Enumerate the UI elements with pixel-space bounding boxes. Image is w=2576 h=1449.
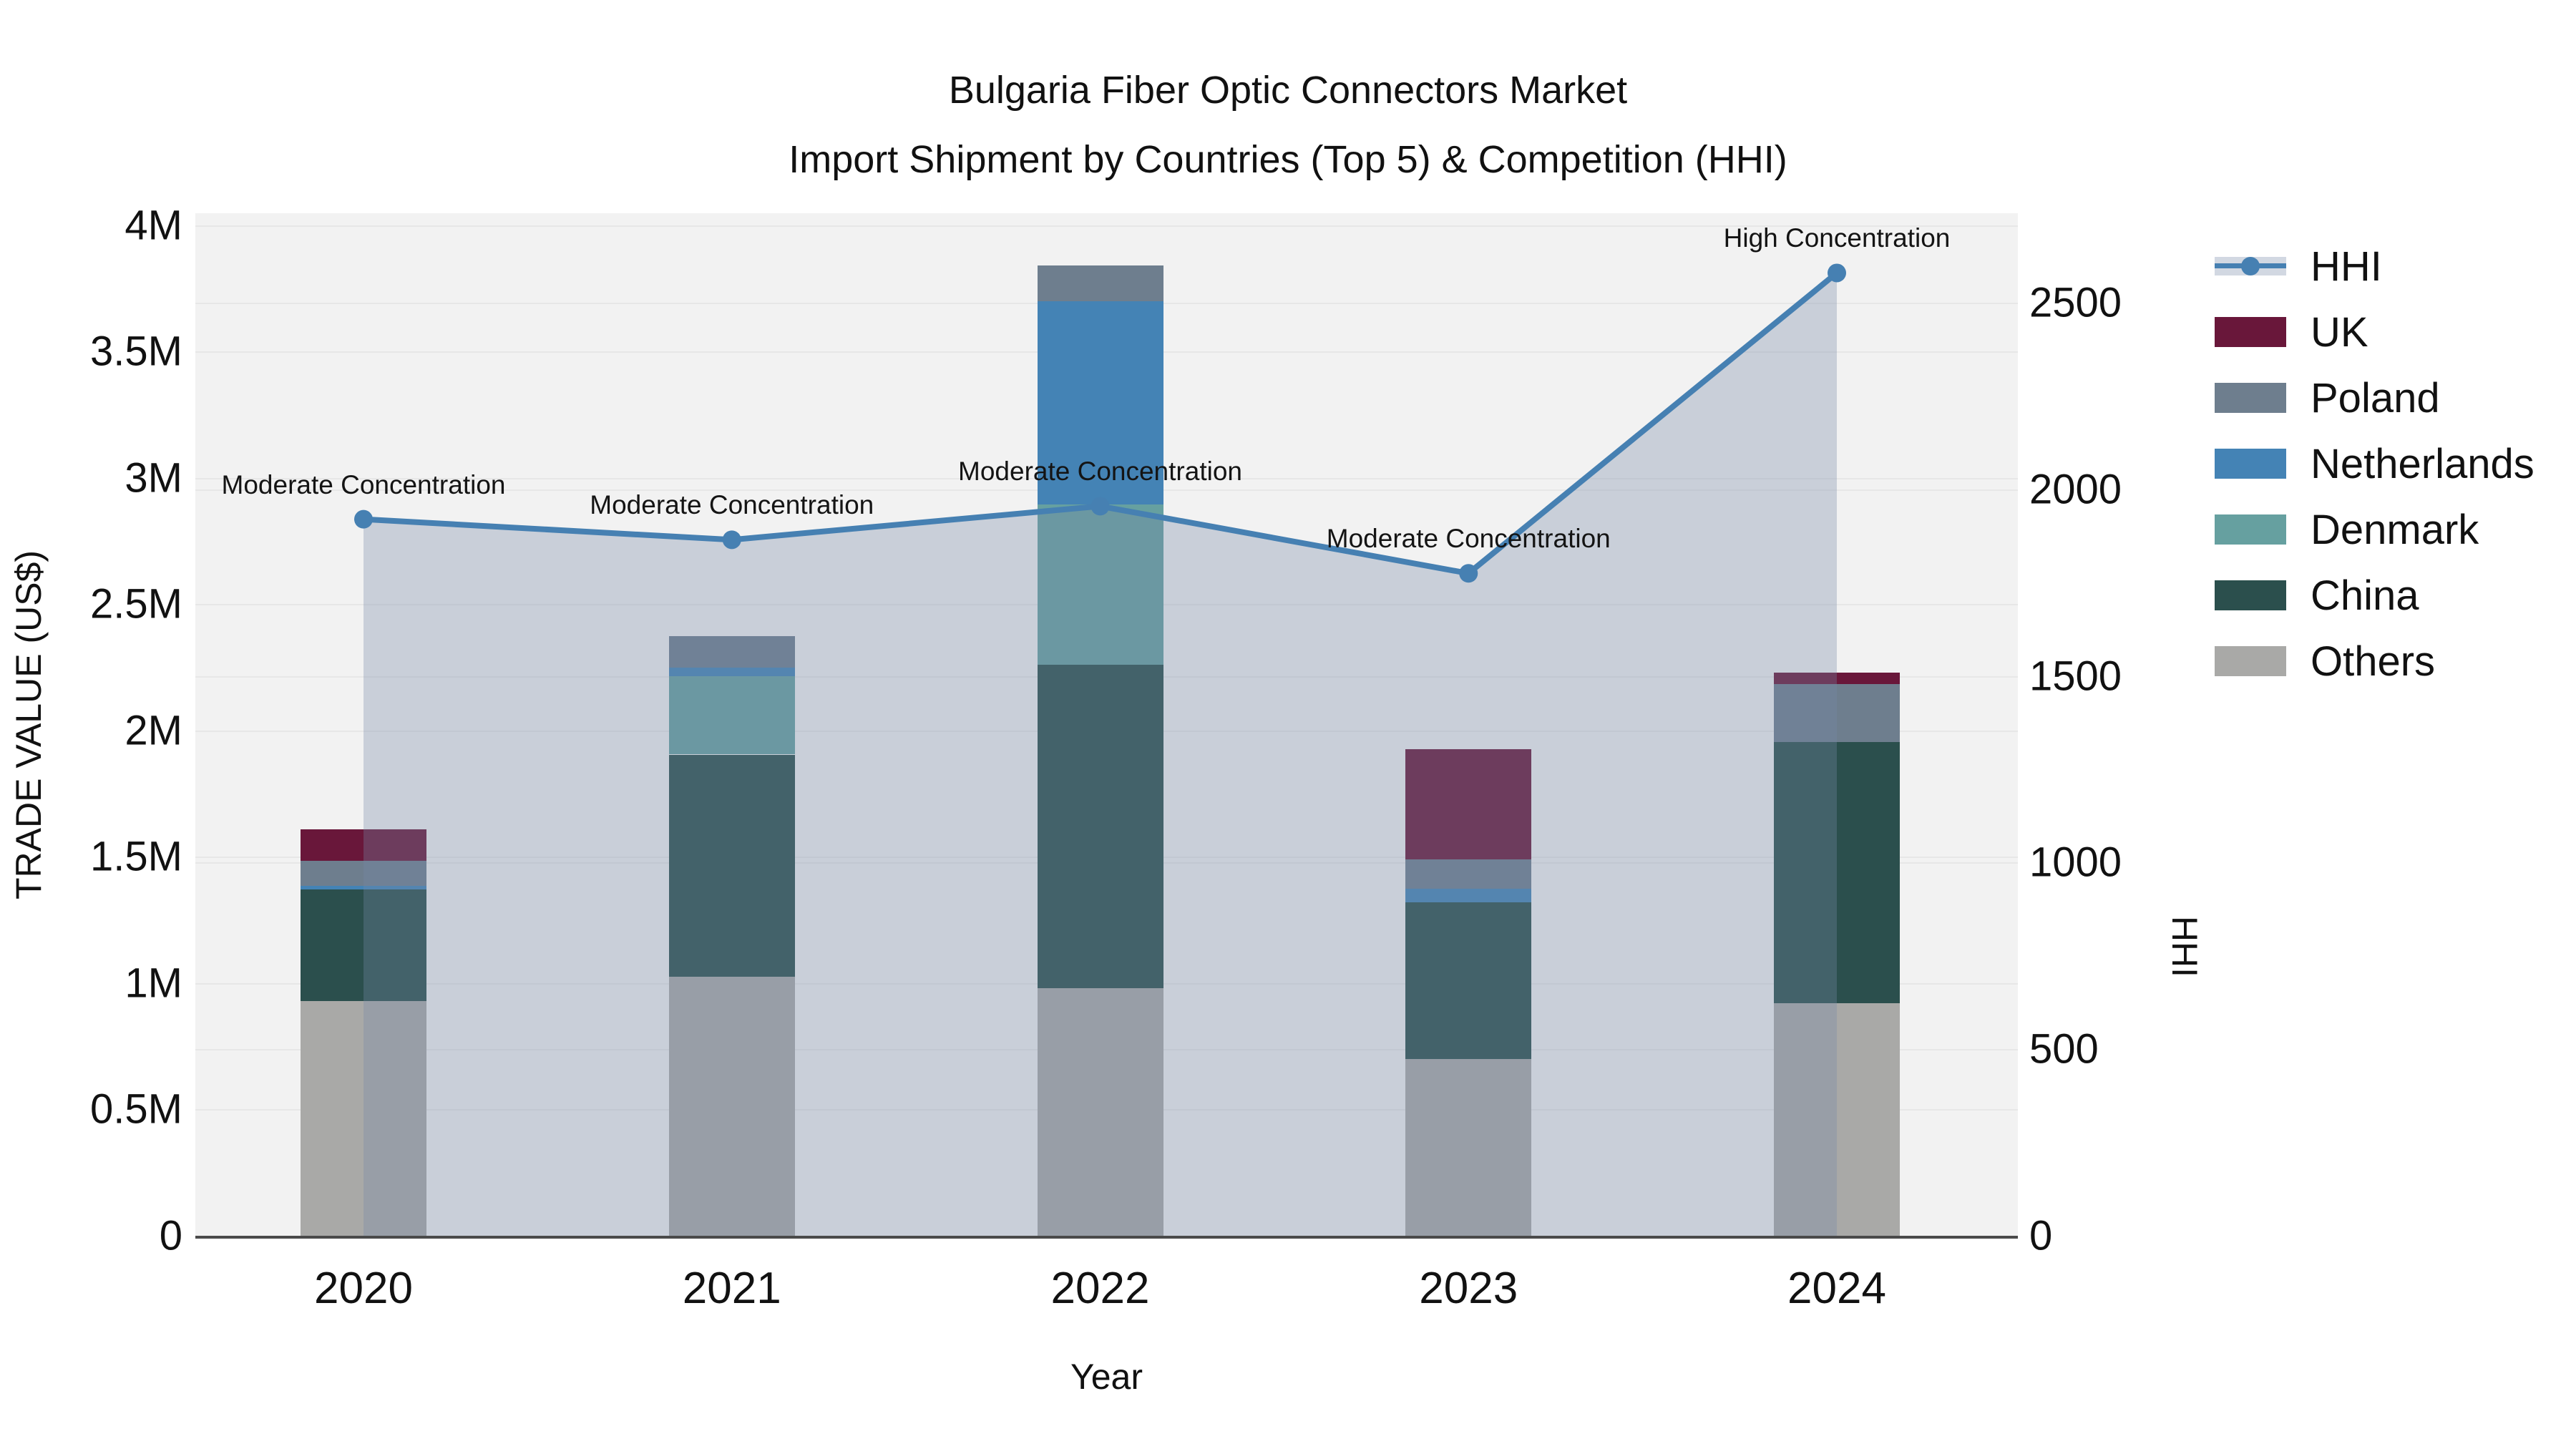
plot-area bbox=[195, 213, 2018, 1239]
x-tick-2020: 2020 bbox=[314, 1264, 413, 1313]
legend-label-poland: Poland bbox=[2311, 374, 2440, 421]
legend: HHI UK Poland Netherlands Denmark China Others bbox=[2215, 233, 2534, 694]
bar-segment-2021-others[interactable] bbox=[668, 977, 795, 1236]
y-left-tick-1.5M: 1.5M bbox=[90, 833, 182, 880]
y-right-tick-2000: 2000 bbox=[2029, 466, 2122, 513]
bar-segment-2022-china[interactable] bbox=[1037, 665, 1163, 989]
gridline bbox=[195, 225, 2018, 227]
y-right-tick-1500: 1500 bbox=[2029, 653, 2122, 700]
legend-label-hhi: HHI bbox=[2311, 243, 2382, 290]
bar-segment-2024-uk[interactable] bbox=[1774, 672, 1900, 684]
chart-title-line2: Import Shipment by Countries (Top 5) & C… bbox=[789, 138, 1787, 181]
bar-segment-2020-netherlands[interactable] bbox=[301, 886, 426, 890]
x-tick-2023: 2023 bbox=[1419, 1264, 1518, 1313]
y-left-tick-0: 0 bbox=[159, 1212, 182, 1259]
legend-swatch-uk bbox=[2215, 317, 2286, 347]
bar-segment-2023-netherlands[interactable] bbox=[1405, 888, 1532, 902]
bar-segment-2022-poland[interactable] bbox=[1037, 265, 1163, 301]
legend-item-others[interactable]: Others bbox=[2215, 628, 2534, 694]
annotation-2023: Moderate Concentration bbox=[1326, 524, 1611, 554]
legend-hhi-line-sample bbox=[2215, 251, 2286, 281]
y-right-tick-2500: 2500 bbox=[2029, 279, 2122, 326]
annotation-2020: Moderate Concentration bbox=[221, 469, 506, 499]
legend-swatch-netherlands bbox=[2215, 449, 2286, 479]
hhi-point-2021[interactable] bbox=[722, 530, 741, 550]
y-left-tick-2.5M: 2.5M bbox=[90, 580, 182, 628]
y-left-tick-0.5M: 0.5M bbox=[90, 1085, 182, 1133]
annotation-2024: High Concentration bbox=[1723, 223, 1951, 253]
bar-segment-2022-others[interactable] bbox=[1037, 988, 1163, 1236]
legend-swatch-china bbox=[2215, 580, 2286, 610]
left-axis-title: TRADE VALUE (US$) bbox=[9, 550, 49, 899]
legend-label-china: China bbox=[2311, 572, 2419, 619]
y-left-tick-3M: 3M bbox=[125, 454, 182, 502]
y-right-tick-500: 500 bbox=[2029, 1025, 2099, 1073]
bar-segment-2020-poland[interactable] bbox=[301, 860, 426, 887]
legend-item-netherlands[interactable]: Netherlands bbox=[2215, 431, 2534, 497]
x-tick-2022: 2022 bbox=[1050, 1264, 1150, 1313]
chart-title: Bulgaria Fiber Optic Connectors Market I… bbox=[0, 56, 2576, 195]
legend-label-netherlands: Netherlands bbox=[2311, 440, 2534, 487]
right-axis-title: HHI bbox=[2165, 915, 2205, 977]
hhi-point-2024[interactable] bbox=[1828, 263, 1846, 283]
y-right-tick-0: 0 bbox=[2029, 1212, 2053, 1259]
legend-item-hhi[interactable]: HHI bbox=[2215, 233, 2534, 299]
x-tick-2024: 2024 bbox=[1787, 1264, 1886, 1313]
x-axis-title: Year bbox=[1070, 1357, 1143, 1397]
legend-swatch-others bbox=[2215, 646, 2286, 676]
hhi-point-2023[interactable] bbox=[1459, 564, 1478, 583]
bar-segment-2021-poland[interactable] bbox=[668, 635, 795, 668]
legend-label-denmark: Denmark bbox=[2311, 506, 2479, 553]
x-tick-2021: 2021 bbox=[682, 1264, 781, 1313]
annotation-2021: Moderate Concentration bbox=[590, 490, 874, 520]
bar-segment-2020-china[interactable] bbox=[301, 889, 426, 1001]
legend-item-denmark[interactable]: Denmark bbox=[2215, 497, 2534, 562]
bar-segment-2022-netherlands[interactable] bbox=[1037, 301, 1163, 505]
bar-segment-2021-china[interactable] bbox=[668, 754, 795, 977]
legend-item-china[interactable]: China bbox=[2215, 562, 2534, 628]
bar-segment-2023-china[interactable] bbox=[1405, 902, 1532, 1059]
hhi-point-2022[interactable] bbox=[1091, 497, 1110, 516]
bar-segment-2023-uk[interactable] bbox=[1405, 749, 1532, 859]
bar-segment-2023-poland[interactable] bbox=[1405, 859, 1532, 889]
bar-segment-2024-poland[interactable] bbox=[1774, 683, 1900, 742]
legend-hhi-marker bbox=[2241, 257, 2260, 275]
y-left-tick-4M: 4M bbox=[125, 202, 182, 249]
legend-swatch-denmark bbox=[2215, 514, 2286, 545]
y-left-tick-1M: 1M bbox=[125, 960, 182, 1007]
y-left-tick-2M: 2M bbox=[125, 707, 182, 754]
legend-swatch-poland bbox=[2215, 383, 2286, 413]
bar-segment-2024-others[interactable] bbox=[1774, 1003, 1900, 1236]
hhi-area-fill bbox=[364, 273, 1837, 1236]
bar-segment-2021-denmark[interactable] bbox=[668, 676, 795, 755]
bar-segment-2020-others[interactable] bbox=[301, 1000, 426, 1236]
bar-segment-2021-netherlands[interactable] bbox=[668, 667, 795, 677]
bar-segment-2024-china[interactable] bbox=[1774, 741, 1900, 1004]
bar-segment-2022-denmark[interactable] bbox=[1037, 504, 1163, 665]
bar-segment-2023-others[interactable] bbox=[1405, 1058, 1532, 1236]
annotation-2022: Moderate Concentration bbox=[958, 457, 1242, 487]
hhi-point-2020[interactable] bbox=[354, 509, 373, 529]
legend-label-others: Others bbox=[2311, 638, 2436, 685]
y-right-tick-1000: 1000 bbox=[2029, 839, 2122, 886]
legend-label-uk: UK bbox=[2311, 308, 2368, 356]
legend-item-uk[interactable]: UK bbox=[2215, 299, 2534, 365]
chart-title-line1: Bulgaria Fiber Optic Connectors Market bbox=[948, 69, 1628, 112]
y-left-tick-3.5M: 3.5M bbox=[90, 328, 182, 375]
legend-item-poland[interactable]: Poland bbox=[2215, 365, 2534, 431]
bar-segment-2020-uk[interactable] bbox=[301, 829, 426, 861]
